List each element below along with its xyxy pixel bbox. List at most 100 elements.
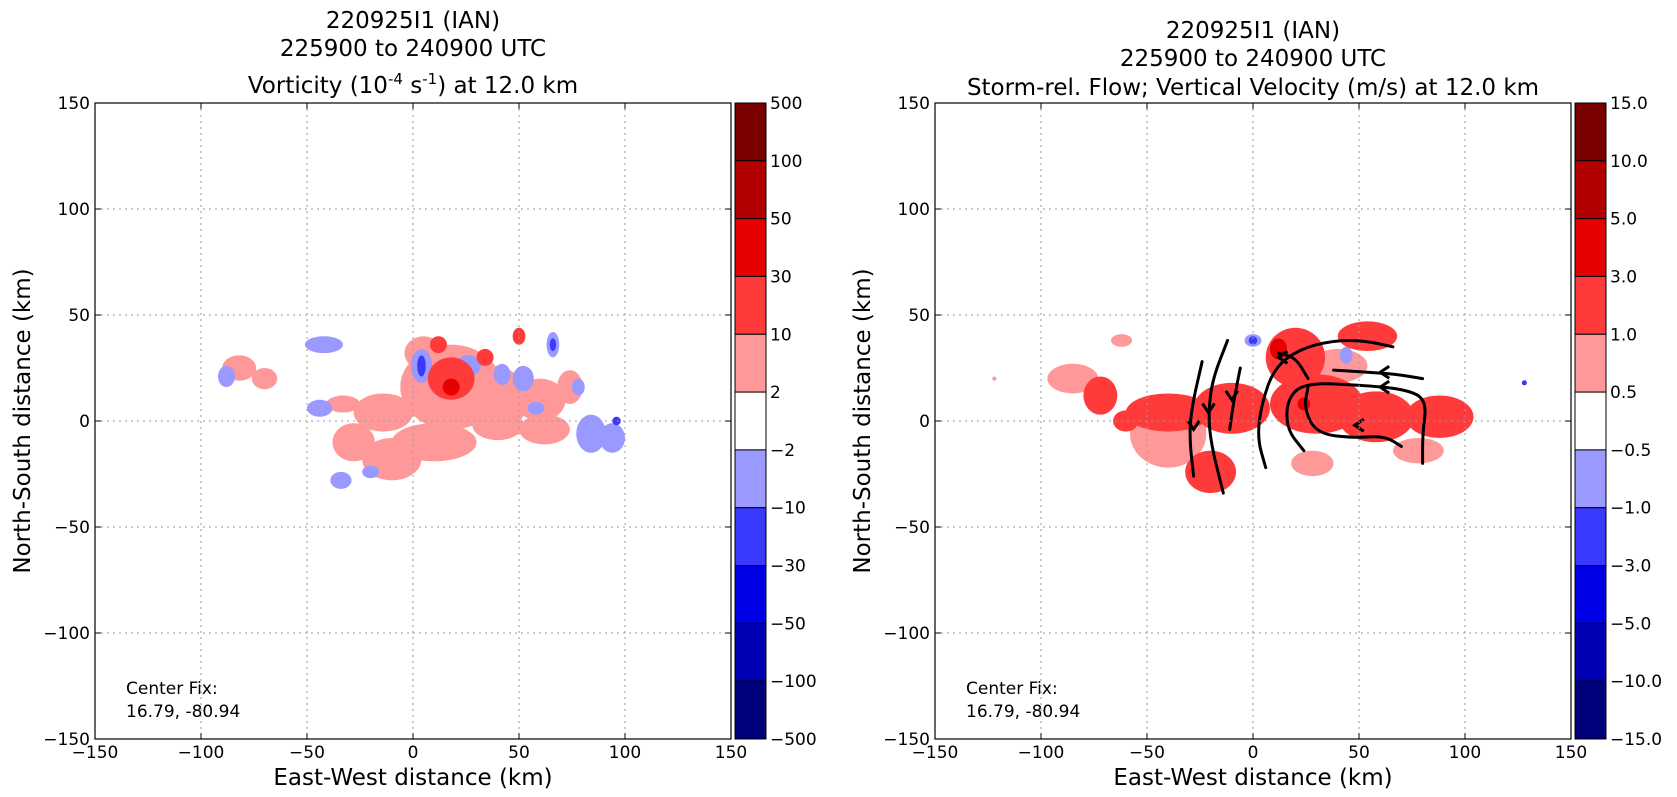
positive-region [1047, 363, 1099, 394]
center-fix-annotation: Center Fix: [126, 679, 218, 699]
colorbar-swatch [734, 565, 767, 624]
title-part: ) at 12.0 km [437, 73, 578, 99]
colorbar-swatch [734, 333, 767, 393]
colorbar-swatch [1574, 507, 1607, 567]
positive-region [472, 410, 524, 441]
center-fix-annotation: Center Fix: [966, 679, 1058, 699]
colorbar-swatch [1574, 160, 1607, 220]
y-tick-label: 150 [898, 94, 930, 114]
colorbar-swatch [734, 622, 767, 682]
streamline [1285, 382, 1427, 465]
positive-region [326, 395, 360, 413]
y-tick-label: −150 [883, 730, 930, 750]
colorbar-swatch [1574, 622, 1607, 682]
colorbar-label: −30 [770, 557, 806, 577]
colorbar-swatch [1574, 102, 1607, 162]
colorbar-label: 15.0 [1610, 94, 1648, 114]
y-tick-label: 100 [898, 200, 930, 220]
chart-title-line: Vorticity (10-4 s-1) at 12.0 km [248, 70, 578, 99]
positive-region [429, 336, 447, 354]
colorbar-swatch [734, 275, 767, 335]
chart-title-line: 225900 to 240900 UTC [280, 36, 546, 62]
x-tick-label: −50 [1129, 743, 1165, 763]
negative-region [307, 399, 333, 417]
title-part: -4 [388, 70, 403, 88]
positive-region [442, 378, 460, 396]
positive-region [391, 423, 477, 462]
colorbar-label: 500 [770, 94, 802, 114]
streamline-arrow [1201, 402, 1216, 416]
colorbar-label: 100 [770, 152, 802, 172]
colorbar-label: −50 [770, 614, 806, 634]
y-tick-label: −150 [43, 730, 90, 750]
x-tick-label: 50 [1348, 743, 1370, 763]
streamline [1228, 366, 1242, 431]
x-tick-label: −100 [1018, 743, 1065, 763]
positive-region [519, 414, 570, 445]
colorbar-label: −3.0 [1610, 557, 1651, 577]
colorbar-label: 10.0 [1610, 152, 1648, 172]
negative-region [304, 336, 344, 354]
center-fix-annotation: 16.79, -80.94 [966, 702, 1080, 722]
y-tick-label: 0 [919, 412, 930, 432]
y-tick-label: 50 [908, 306, 930, 326]
streamline-arrow [1224, 389, 1240, 403]
center-fix-annotation: 16.79, -80.94 [126, 702, 240, 722]
negative-region [1339, 346, 1353, 364]
x-axis-label: East-West distance (km) [273, 765, 552, 791]
positive-region [1405, 395, 1474, 438]
colorbar-swatch [1574, 449, 1607, 509]
positive-region [427, 357, 475, 400]
y-axis-label: North-South distance (km) [850, 268, 876, 573]
negative-region [576, 414, 606, 453]
colorbar-swatch [1574, 218, 1607, 277]
x-tick-label: 0 [408, 743, 419, 763]
colorbar-swatch [734, 102, 767, 162]
negative-region [493, 363, 511, 385]
x-axis-label: East-West distance (km) [1113, 765, 1392, 791]
colorbar-label: 2 [770, 383, 781, 403]
negative-region [612, 416, 621, 426]
x-tick-label: 150 [715, 743, 747, 763]
x-tick-label: 100 [1449, 743, 1481, 763]
colorbar-label: −2 [770, 441, 795, 461]
negative-region [527, 401, 545, 415]
y-tick-label: −50 [894, 518, 930, 538]
colorbar-swatch [1574, 333, 1607, 393]
x-tick-label: −150 [912, 743, 959, 763]
colorbar-swatch [734, 391, 767, 451]
y-tick-label: −100 [43, 624, 90, 644]
positive-region [1392, 437, 1444, 464]
x-tick-label: −150 [72, 743, 119, 763]
streamline [1303, 385, 1403, 448]
x-tick-label: 150 [1555, 743, 1587, 763]
title-part: s [403, 73, 422, 99]
colorbar-swatch [1574, 275, 1607, 335]
colorbar-swatch [1574, 680, 1607, 740]
colorbar-label: 0.5 [1610, 383, 1637, 403]
chart-title-line: Storm-rel. Flow; Vertical Velocity (m/s)… [967, 75, 1539, 101]
negative-region [572, 378, 585, 396]
negative-region [512, 365, 534, 392]
streamline-arrow [1352, 417, 1365, 433]
positive-region [251, 368, 278, 390]
negative-region [1521, 380, 1527, 386]
chart-title-line: 225900 to 240900 UTC [1120, 46, 1386, 72]
colorbar-label: −10 [770, 499, 806, 519]
vorticity-panel: 220925I1 (IAN)225900 to 240900 UTC Vortic… [10, 8, 817, 791]
x-tick-label: 100 [609, 743, 641, 763]
colorbar-swatch [734, 680, 767, 740]
colorbar-swatch [734, 218, 767, 277]
colorbar-label: −10.0 [1610, 672, 1662, 692]
colorbar-label: −500 [770, 730, 817, 750]
negative-region [417, 355, 426, 377]
title-part: Vorticity (10 [248, 73, 388, 99]
colorbar-swatch [734, 507, 767, 567]
positive-region [992, 376, 997, 381]
negative-region [1248, 336, 1258, 345]
plot-data [992, 321, 1527, 495]
streamline-arrow [1275, 350, 1289, 365]
positive-region [1110, 334, 1133, 347]
x-tick-label: 50 [508, 743, 530, 763]
